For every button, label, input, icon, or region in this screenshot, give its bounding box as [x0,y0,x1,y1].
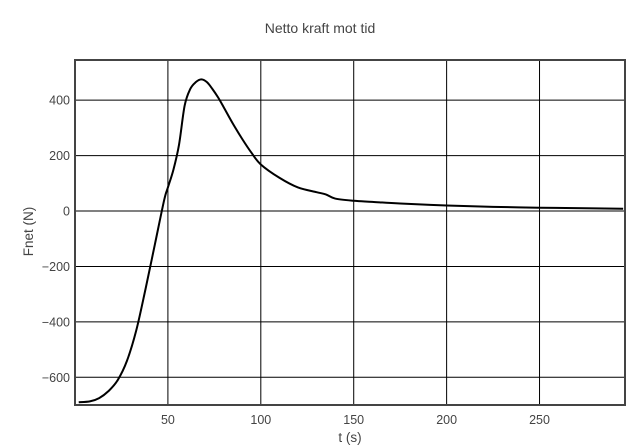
grid-lines [75,60,625,405]
plot-frame [74,59,626,406]
x-tick-labels: 50 100 150 200 250 [161,413,550,427]
x-tick-label: 200 [436,413,457,427]
series-layer [78,78,624,404]
x-tick-label: 50 [161,413,175,427]
y-tick-labels: −600 −400 −200 0 200 400 [42,94,70,385]
y-tick-label: 400 [49,94,70,108]
x-tick-label: 150 [343,413,364,427]
y-tick-label: 0 [63,205,70,219]
chart-title: Netto kraft mot tid [264,20,376,36]
series-line [78,78,624,404]
x-tick-label: 100 [250,413,271,427]
x-axis-label: t (s) [338,430,361,445]
y-tick-label: −400 [42,315,70,329]
y-tick-label: −200 [42,260,70,274]
x-tick-label: 250 [529,413,550,427]
y-tick-label: −600 [42,371,70,385]
y-axis-label: Fnet (N) [21,207,36,257]
y-tick-label: 200 [49,149,70,163]
